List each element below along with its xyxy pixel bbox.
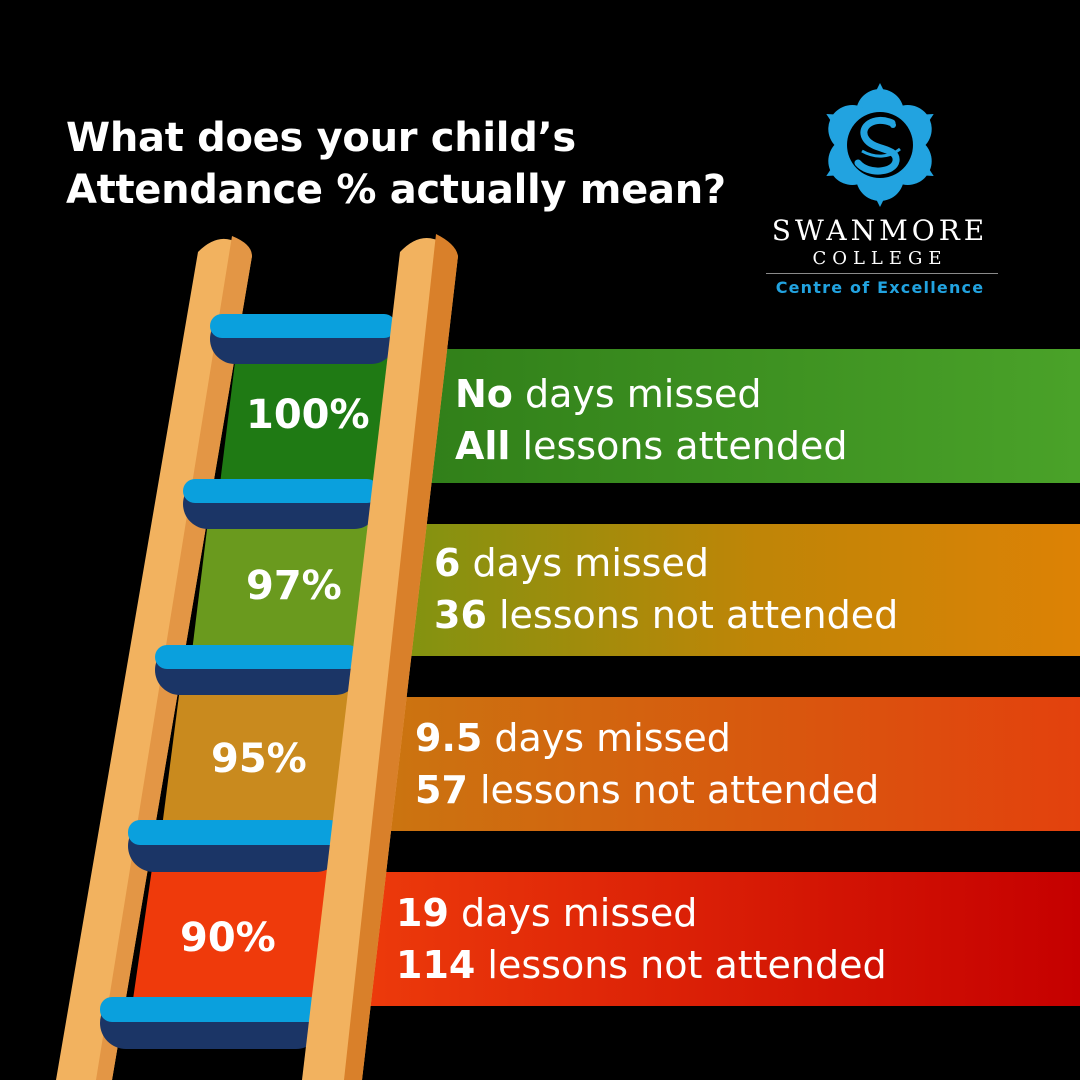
logo-divider <box>766 273 998 274</box>
lessons-count-95: 57 <box>415 768 468 812</box>
panel-95 <box>160 672 358 843</box>
panel-90 <box>130 848 338 1020</box>
band-text-90: 19 days missed 114 lessons not attended <box>396 887 887 991</box>
rung-3 <box>155 645 360 695</box>
logo-name: SWANMORE <box>771 214 989 247</box>
page-title: What does your child’s Attendance % actu… <box>66 112 726 216</box>
percent-97: 97% <box>246 563 342 609</box>
rung-4 <box>128 820 342 872</box>
band-text-100: No days missed All lessons attended <box>455 368 847 472</box>
lessons-label-97: lessons not attended <box>486 593 899 637</box>
lessons-label-95: lessons not attended <box>467 768 880 812</box>
days-label-95: days missed <box>482 716 731 760</box>
days-count-95: 9.5 <box>415 716 483 760</box>
percent-95: 95% <box>211 736 307 782</box>
band-90 <box>320 872 1080 1006</box>
days-label-100: days missed <box>512 372 762 416</box>
days-count-97: 6 <box>434 541 461 585</box>
swan-crest-icon <box>826 83 934 207</box>
days-count-100: No <box>455 372 513 416</box>
lessons-label-90: lessons not attended <box>475 943 887 987</box>
band-97 <box>360 524 1080 656</box>
lessons-count-90: 114 <box>396 943 476 987</box>
rung-1 <box>210 314 396 364</box>
rung-2 <box>183 479 379 529</box>
band-text-97: 6 days missed 36 lessons not attended <box>434 537 898 641</box>
days-count-90: 19 <box>396 891 449 935</box>
rung-5 <box>100 997 322 1049</box>
panel-100 <box>218 338 392 500</box>
lessons-label-100: lessons attended <box>510 424 848 468</box>
lessons-count-100: All <box>455 424 511 468</box>
ladder-right-rail-shade <box>344 234 458 1080</box>
logo-sub: COLLEGE <box>812 248 948 269</box>
lessons-count-97: 36 <box>434 593 487 637</box>
days-label-90: days missed <box>448 891 698 935</box>
band-text-95: 9.5 days missed 57 lessons not attended <box>415 712 879 816</box>
college-logo: SWANMORE COLLEGE Centre of Excellence <box>760 82 1000 302</box>
title-line-1: What does your child’s <box>66 115 576 161</box>
band-95 <box>340 697 1080 831</box>
title-line-2: Attendance % actually mean? <box>66 167 726 213</box>
panel-97 <box>190 505 378 668</box>
percent-100: 100% <box>246 392 370 438</box>
percent-90: 90% <box>180 915 276 961</box>
logo-tagline: Centre of Excellence <box>775 278 985 297</box>
band-100 <box>380 349 1080 483</box>
days-label-97: days missed <box>460 541 709 585</box>
